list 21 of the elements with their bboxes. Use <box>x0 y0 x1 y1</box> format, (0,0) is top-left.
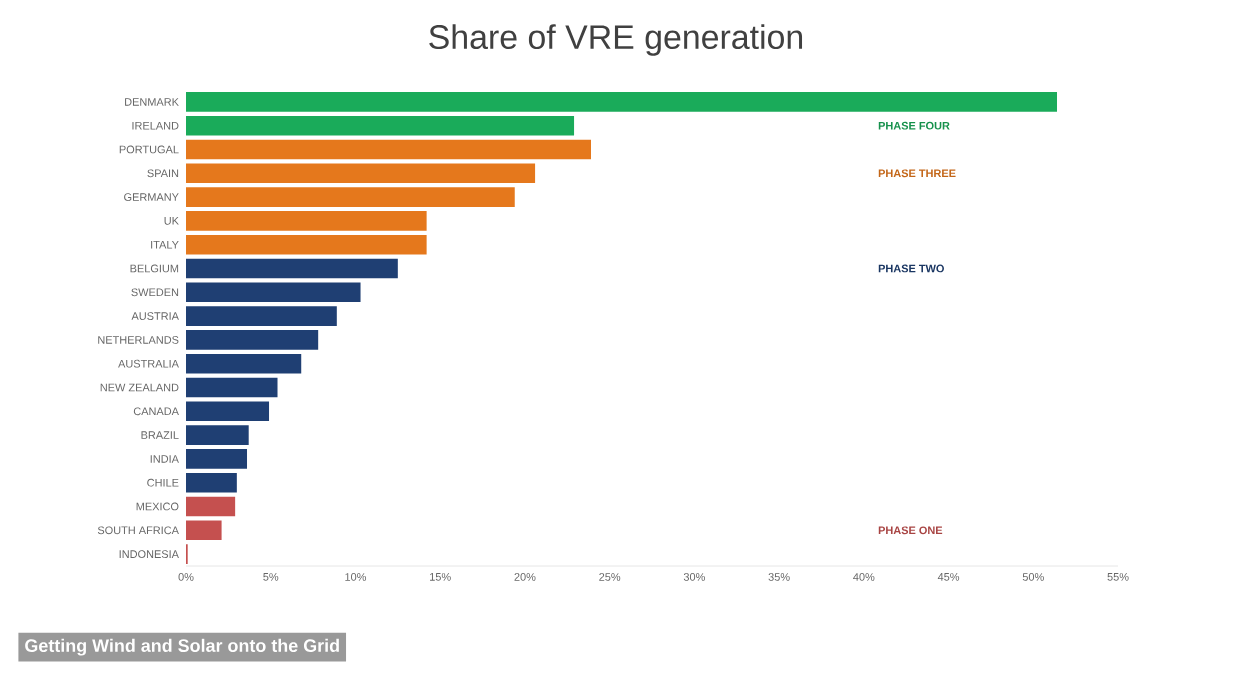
bar <box>186 163 536 184</box>
text: Getting Wind and Solar onto the Grid <box>25 638 339 656</box>
bar <box>186 353 302 374</box>
chart-title: Share of VRE generation <box>429 24 803 56</box>
bar <box>186 92 1058 112</box>
bar <box>186 234 427 255</box>
bar <box>186 211 427 231</box>
bar <box>186 115 575 136</box>
bar <box>186 139 591 160</box>
bar <box>186 306 337 326</box>
bar <box>186 377 278 398</box>
bar <box>186 282 361 303</box>
bar <box>186 401 270 422</box>
bar <box>186 425 249 445</box>
bar <box>186 330 319 350</box>
bar <box>186 496 236 517</box>
bar <box>186 449 248 469</box>
bar <box>186 258 398 279</box>
bar <box>186 187 515 207</box>
bar <box>186 520 222 541</box>
bar <box>186 472 237 493</box>
